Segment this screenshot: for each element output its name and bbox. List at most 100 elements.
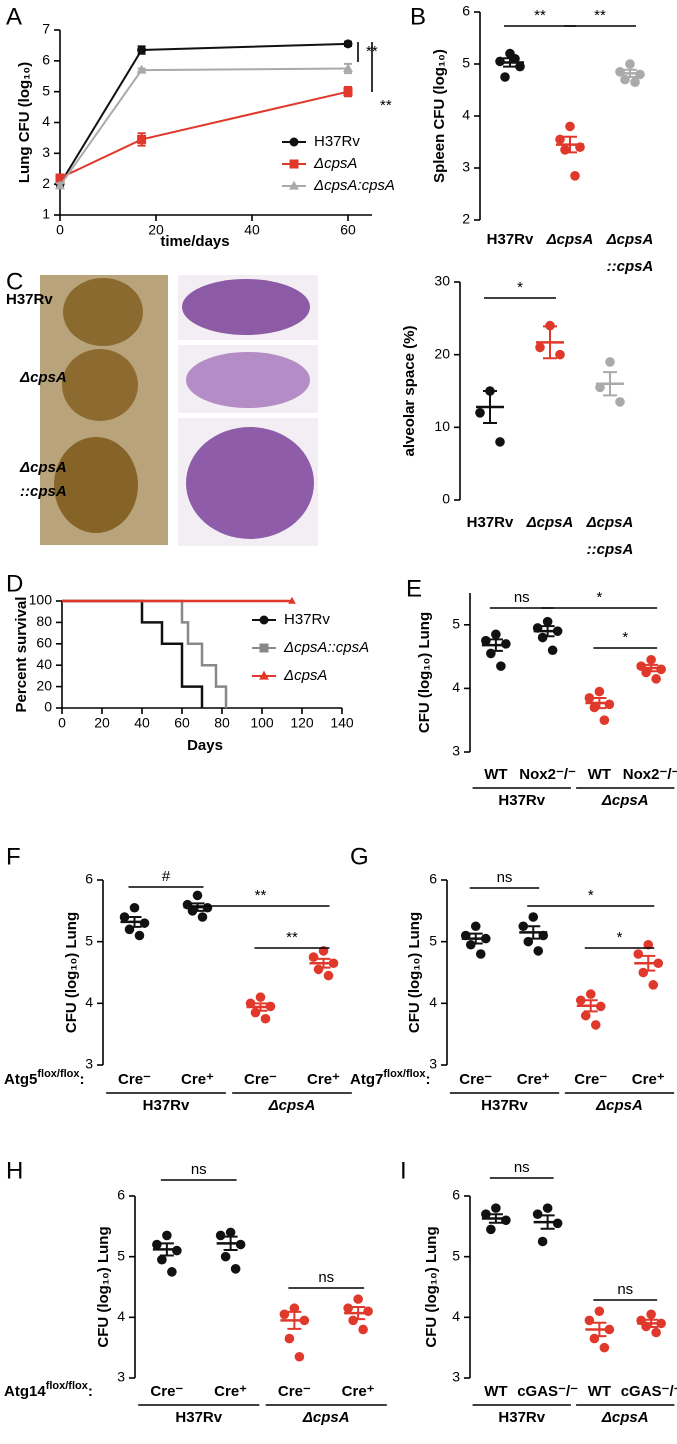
y-tick-label: 6 <box>117 1187 125 1203</box>
data-point <box>633 949 644 959</box>
group-label: H37Rv <box>498 792 545 809</box>
x-tick-label: 80 <box>214 715 230 731</box>
x-tick-label: 40 <box>244 222 260 238</box>
category-label: WT <box>484 766 507 783</box>
category-label: Nox2⁻/⁻ <box>623 766 677 783</box>
histology-section <box>182 279 310 335</box>
y-axis-label: Lung CFU (log₁₀) <box>16 62 33 183</box>
marker <box>289 180 299 190</box>
row-label: ::cpsA <box>20 483 67 500</box>
data-point <box>255 992 266 1002</box>
data-point <box>475 949 486 959</box>
data-point <box>570 171 580 181</box>
data-point <box>486 1224 496 1235</box>
data-point <box>542 1203 553 1213</box>
data-point <box>547 645 558 656</box>
x-tick-label: 120 <box>290 715 314 731</box>
y-tick-label: 10 <box>434 418 450 434</box>
panel-letter: G <box>350 843 369 870</box>
data-point <box>500 72 510 82</box>
y-tick-label: 2 <box>462 211 470 227</box>
significance-label: ns <box>514 589 530 606</box>
group-label: H37Rv <box>143 1097 190 1114</box>
data-point <box>358 1324 368 1335</box>
group-label: ΔcpsA <box>601 792 649 809</box>
data-point <box>129 902 140 913</box>
group-label: ΔcpsA <box>302 1409 350 1426</box>
category-label: ΔcpsA <box>546 231 594 248</box>
category-label: cGAS⁻/⁻ <box>517 1383 578 1400</box>
group-label: H37Rv <box>481 1097 528 1114</box>
y-tick-label: 5 <box>452 616 460 632</box>
y-axis-label: CFU (log₁₀) Lung <box>423 1226 440 1347</box>
significance-label: ns <box>617 1281 633 1298</box>
y-tick-label: 3 <box>452 1369 460 1385</box>
error-bar <box>316 957 331 969</box>
y-tick-label: 3 <box>85 1056 93 1072</box>
category-label: Cre⁺ <box>342 1383 375 1400</box>
marker <box>343 39 353 49</box>
category-label: Nox2⁻/⁻ <box>519 766 576 783</box>
data-point <box>555 134 565 145</box>
data-point <box>245 998 256 1009</box>
data-point <box>495 437 505 447</box>
data-point <box>585 989 596 999</box>
data-point <box>537 632 548 643</box>
marker <box>343 87 353 97</box>
error-bar <box>563 135 577 154</box>
group-label: ΔcpsA <box>595 1097 643 1114</box>
significance-label: ns <box>191 1161 207 1178</box>
data-point <box>119 912 130 922</box>
panel-letter: C <box>6 268 23 295</box>
data-point <box>465 939 476 950</box>
significance-label: * <box>622 629 628 646</box>
histology-section <box>186 352 310 408</box>
y-axis-label: CFU (log₁₀) Lung <box>63 912 80 1033</box>
data-point <box>167 1267 177 1277</box>
x-tick-label: 140 <box>330 715 354 731</box>
y-axis-label: Percent survival <box>13 597 30 713</box>
marker <box>289 159 299 169</box>
genotype-prefix: Atg7flox/flox: <box>350 1068 431 1088</box>
x-tick-label: 0 <box>56 222 64 238</box>
error-bar <box>468 932 483 945</box>
category-label: Cre⁺ <box>214 1383 247 1400</box>
data-point <box>542 616 553 627</box>
category-label: WT <box>484 1383 507 1400</box>
histology-section <box>186 427 314 539</box>
y-tick-label: 3 <box>117 1369 125 1385</box>
category-label: WT <box>588 1383 611 1400</box>
genotype-prefix-part: Atg7 <box>350 1071 383 1088</box>
error-bar <box>540 1214 555 1230</box>
group-label: H37Rv <box>175 1409 222 1426</box>
y-tick-label: 4 <box>85 994 93 1010</box>
marker <box>55 180 65 190</box>
y-axis-label: CFU (log₁₀) Lung <box>416 612 433 733</box>
y-tick-label: 5 <box>117 1247 125 1263</box>
panel-letter: D <box>6 570 23 597</box>
y-tick-label: 3 <box>42 144 50 160</box>
y-tick-label: 4 <box>462 107 470 123</box>
error-bar <box>253 1002 268 1012</box>
data-point <box>134 930 145 941</box>
significance-label: ** <box>255 887 267 904</box>
data-point <box>532 1209 543 1219</box>
category-label: Cre⁻ <box>244 1071 277 1088</box>
significance-label: * <box>596 589 602 606</box>
data-point <box>481 635 491 646</box>
x-tick-label: 60 <box>340 222 356 238</box>
data-point <box>225 1227 236 1238</box>
y-tick-label: 0 <box>442 491 450 507</box>
data-point <box>584 1315 595 1326</box>
category-label: cGAS⁻/⁻ <box>621 1383 677 1400</box>
data-point <box>565 121 575 132</box>
marker <box>343 63 353 73</box>
error-bar <box>483 390 497 424</box>
error-bar <box>190 902 205 912</box>
legend-label: H37Rv <box>284 611 330 628</box>
legend-label: H37Rv <box>314 133 360 150</box>
category-label: H37Rv <box>467 514 514 531</box>
data-point <box>157 1254 167 1265</box>
data-point <box>515 61 525 72</box>
y-tick-label: 30 <box>434 273 450 289</box>
